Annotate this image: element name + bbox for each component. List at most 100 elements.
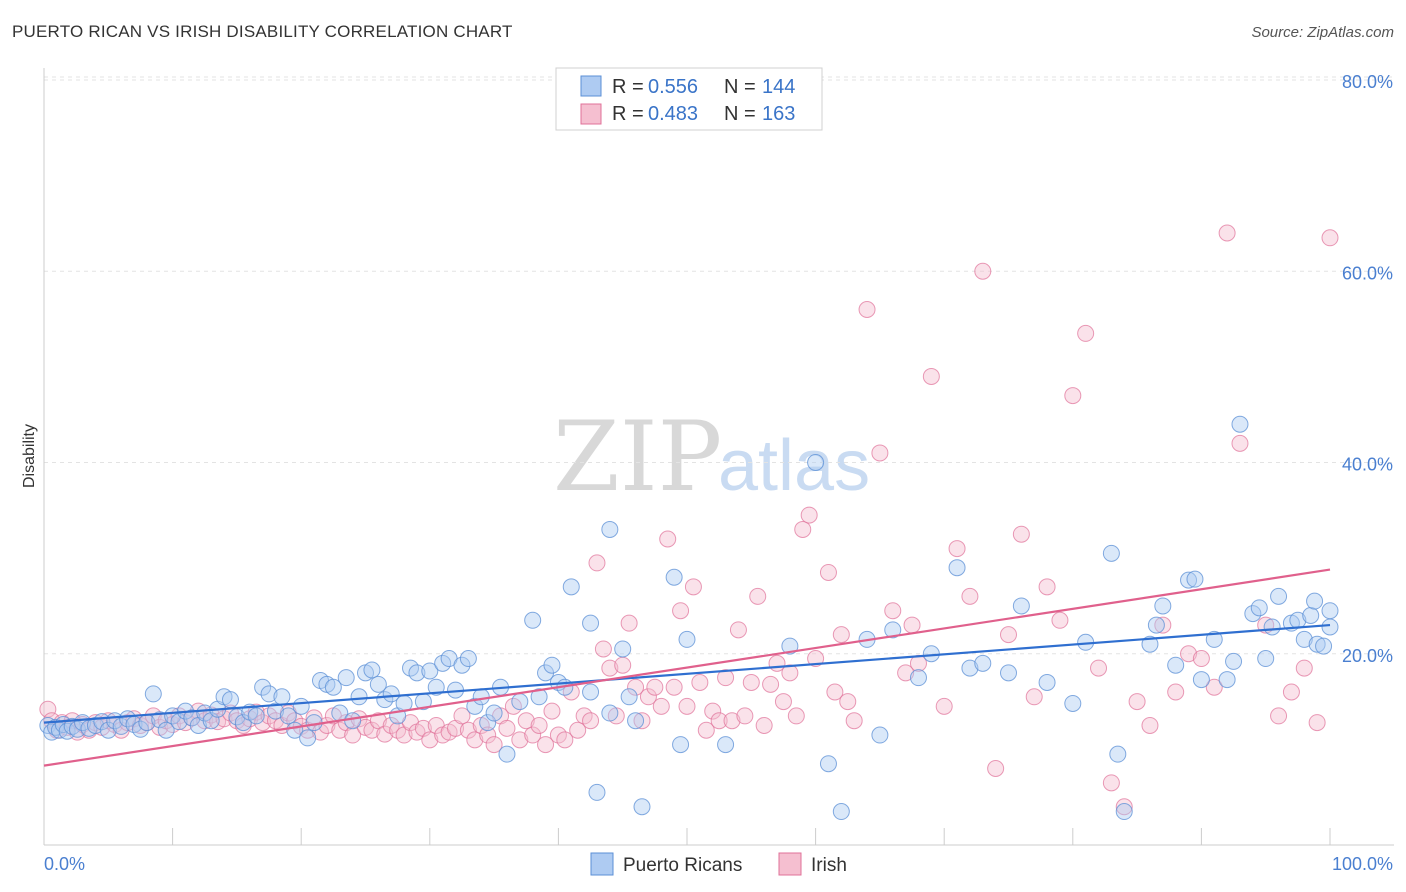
puerto-rican-point (1263, 618, 1281, 636)
irish-point (1167, 683, 1185, 701)
puerto-rican-point (151, 711, 169, 729)
irish-point (1128, 693, 1146, 711)
irish-point (922, 367, 940, 385)
irish-point (620, 614, 638, 632)
irish-point (935, 697, 953, 715)
puerto-rican-point (614, 640, 632, 658)
puerto-rican-point (266, 702, 284, 720)
puerto-rican-point (672, 736, 690, 754)
irish-point (974, 262, 992, 280)
puerto-rican-point (807, 454, 825, 471)
irish-point (646, 678, 664, 696)
irish-point (961, 587, 979, 605)
legend-n-label-2: N = (724, 103, 756, 125)
irish-point (832, 626, 850, 644)
puerto-rican-point (1167, 656, 1185, 674)
irish-point (672, 602, 690, 620)
irish-point (1038, 578, 1056, 596)
puerto-rican-point (324, 678, 342, 696)
x-tick-label-min: 0.0% (44, 854, 85, 874)
irish-point (723, 712, 741, 730)
puerto-rican-point (1064, 694, 1082, 712)
y-tick-label: 20.0% (1342, 646, 1393, 666)
puerto-rican-point (273, 688, 291, 706)
irish-point (614, 656, 632, 674)
irish-point (543, 702, 561, 720)
irish-point (697, 721, 715, 739)
irish-point (569, 721, 587, 739)
puerto-rican-point (1225, 652, 1243, 670)
irish-point (1321, 229, 1339, 247)
legend-bottom-blue-swatch (590, 852, 614, 876)
puerto-rican-point (678, 630, 696, 648)
puerto-rican-point (459, 650, 477, 668)
irish-point (305, 709, 323, 727)
irish-point (1090, 659, 1108, 677)
puerto-rican-point (1321, 618, 1339, 636)
irish-point (556, 731, 574, 749)
puerto-rican-point (1231, 415, 1249, 433)
puerto-rican-point (1250, 599, 1268, 617)
irish-point (755, 716, 773, 734)
watermark-atlas: atlas (718, 426, 870, 506)
irish-point (1025, 688, 1043, 706)
irish-point (736, 707, 754, 725)
puerto-rican-point (1306, 592, 1324, 610)
series-irish (39, 224, 1339, 816)
irish-point (987, 760, 1005, 777)
irish-point (453, 707, 471, 725)
puerto-rican-point (1302, 607, 1320, 624)
irish-point (826, 683, 844, 701)
irish-point (421, 731, 439, 749)
puerto-rican-point (909, 669, 927, 687)
irish-point (594, 640, 612, 658)
legend-blue-swatch (580, 75, 602, 97)
puerto-rican-point (601, 520, 619, 538)
puerto-rican-point (247, 707, 265, 725)
puerto-rican-point (1244, 605, 1262, 623)
puerto-rican-point (369, 675, 387, 693)
irish-point (530, 716, 548, 734)
puerto-rican-point (1141, 635, 1159, 653)
puerto-rican-point (1257, 650, 1275, 668)
irish-point (633, 712, 651, 730)
puerto-rican-point (1038, 673, 1056, 691)
puerto-rican-point (781, 637, 799, 655)
irish-point (1154, 616, 1172, 634)
y-tick-labels: 20.0% 40.0% 60.0% 80.0% (1342, 72, 1393, 666)
puerto-rican-point (363, 661, 381, 679)
irish-point (1308, 714, 1326, 732)
puerto-rican-point (1295, 630, 1313, 648)
irish-point (498, 719, 516, 737)
legend-pink-swatch (580, 103, 602, 125)
legend-n-value-1: 144 (762, 76, 795, 98)
axes (43, 68, 1394, 846)
puerto-rican-point (1180, 571, 1198, 589)
irish-point (1282, 683, 1300, 701)
puerto-rican-point (260, 685, 278, 703)
legend-bottom: Puerto Ricans Irish (590, 852, 847, 876)
puerto-rican-point (922, 645, 940, 663)
irish-trend-line (43, 568, 1331, 767)
irish-point (1295, 659, 1313, 677)
puerto-rican-point (408, 664, 426, 682)
puerto-rican-point (1192, 671, 1210, 689)
puerto-rican-point (1147, 616, 1165, 634)
irish-point (678, 697, 696, 715)
irish-point (807, 650, 825, 668)
irish-point (781, 664, 799, 682)
irish-point (762, 675, 780, 693)
trend-lines (43, 568, 1331, 767)
y-axis-label: Disability (21, 424, 38, 488)
irish-point (839, 693, 857, 711)
puerto-rican-point (1270, 587, 1288, 605)
irish-point (466, 731, 484, 749)
irish-point (511, 731, 529, 749)
irish-point (652, 697, 670, 715)
puerto-rican-point (472, 688, 490, 706)
irish-point (710, 712, 728, 730)
puerto-rican-point (948, 559, 966, 577)
legend-r-value-2: 0.483 (648, 103, 698, 125)
puerto-rican-point (1102, 544, 1120, 562)
